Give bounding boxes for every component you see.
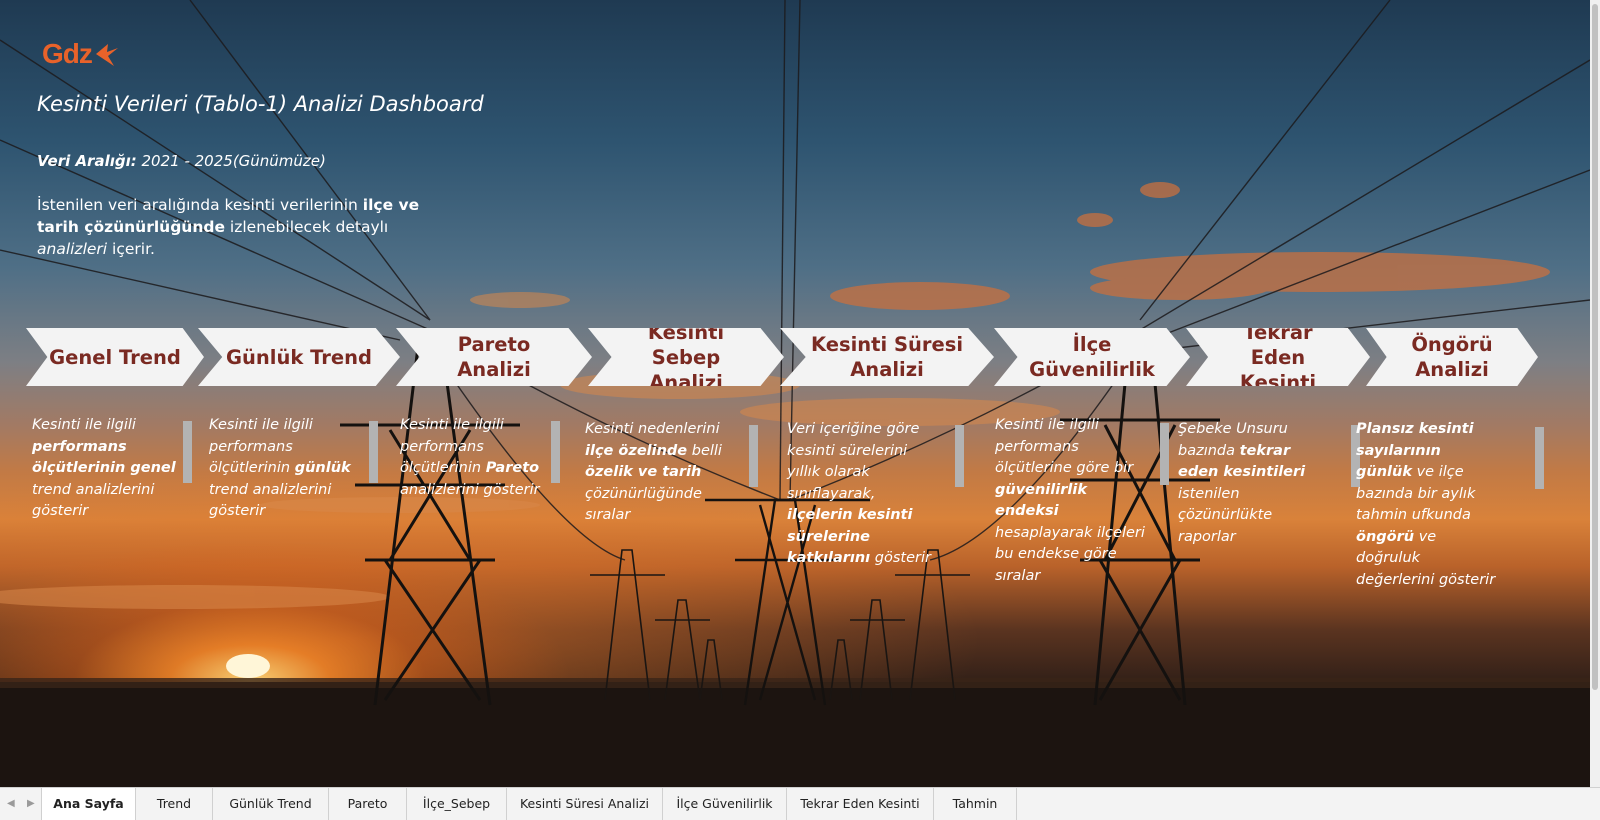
nav-label: Günlük Trend — [226, 345, 372, 369]
card-divider — [551, 421, 560, 483]
card-text: hesaplayarak ilçeleri bu endekse göre sı… — [995, 524, 1145, 584]
vertical-scrollbar[interactable] — [1590, 0, 1600, 787]
card-ongoru-analizi: Plansız kesinti sayılarının günlük ve il… — [1356, 419, 1501, 591]
card-divider — [369, 421, 378, 483]
card-text: ve ilçe bazında bir aylık tahmin ufkunda — [1356, 464, 1476, 523]
tab-ana-sayfa[interactable]: Ana Sayfa — [41, 788, 136, 820]
data-range: Veri Aralığı: 2021 - 2025(Günümüze) — [37, 152, 437, 170]
card-text: Kesinti nedenlerini — [585, 421, 720, 437]
card-text: belli — [687, 442, 722, 459]
nav-pareto-button[interactable]: Pareto Analizi — [396, 328, 592, 386]
desc-part: izlenebilecek detaylı — [224, 218, 389, 236]
data-range-value: 2021 - 2025(Günümüze) — [136, 152, 326, 170]
tab-gunluk-trend[interactable]: Günlük Trend — [213, 788, 329, 820]
card-text: analizlerini gösterir — [400, 481, 540, 498]
card-text-bold: Plansız kesinti sayılarının günlük — [1356, 421, 1474, 480]
card-text: gösterir — [870, 550, 931, 566]
card-text-bold: güvenilirlik endeksi — [995, 481, 1087, 520]
card-kesinti-sebep: Kesinti nedenlerini ilçe özelinde belli … — [585, 419, 735, 527]
tab-kesinti-suresi-analizi[interactable]: Kesinti Süresi Analizi — [507, 788, 663, 820]
card-text: çözünürlüğünde sıralar — [585, 485, 702, 524]
desc-italic: analizleri — [37, 240, 108, 258]
card-genel-trend: Kesinti ile ilgili performans ölçütlerin… — [32, 415, 182, 523]
card-text-bold: öngörü — [1356, 528, 1415, 545]
page-title: Kesinti Verileri (Tablo-1) Analizi Dashb… — [37, 92, 484, 116]
sunset-power-lines-background — [0, 0, 1590, 787]
card-text-bold: günlük — [294, 460, 351, 476]
sheet-tab-bar: ◀ ▶ Ana Sayfa Trend Günlük Trend Pareto … — [0, 787, 1600, 820]
nav-kesinti-sebep-button[interactable]: Kesinti Sebep Analizi — [588, 328, 784, 386]
nav-label: Tekrar Eden Kesinti — [1239, 320, 1317, 394]
tab-pareto[interactable]: Pareto — [329, 788, 407, 820]
card-kesinti-suresi: Veri içeriğine göre kesinti sürelerini y… — [787, 419, 937, 570]
nav-tekrar-eden-kesinti-button[interactable]: Tekrar Eden Kesinti — [1186, 328, 1370, 386]
card-pareto: Kesinti ile ilgili performans ölçütlerin… — [400, 415, 550, 501]
logo-mark-icon — [96, 44, 118, 66]
nav-label: Kesinti Sebep Analizi — [647, 320, 725, 394]
card-text: Kesinti ile ilgili performans ölçütlerin… — [209, 417, 313, 476]
card-text-bold: özelik ve tarih — [585, 464, 702, 480]
nav-ongoru-analizi-button[interactable]: Öngörü Analizi — [1366, 328, 1538, 386]
nav-label: İlçe Güvenilirlik — [1029, 333, 1155, 381]
tab-scroll-right-icon[interactable]: ▶ — [27, 798, 35, 809]
card-text-bold: performans ölçütlerinin genel — [32, 438, 176, 477]
card-text-bold: ilçelerin kesinti sürelerine katkılarını — [787, 507, 913, 566]
tab-ilce-guvenilirlik[interactable]: İlçe Güvenilirlik — [663, 788, 787, 820]
card-text: Şebeke Unsuru bazında — [1178, 421, 1288, 459]
scrollbar-thumb[interactable] — [1592, 4, 1598, 690]
card-text-bold: Pareto — [485, 460, 540, 476]
card-text: Veri içeriğine göre kesinti sürelerini y… — [787, 421, 920, 502]
card-text: istenilen çözünürlükte raporlar — [1178, 485, 1273, 545]
card-text: ve doğruluk değerlerini gösterir — [1356, 528, 1496, 588]
desc-part: içerir. — [107, 240, 155, 258]
card-divider — [1160, 423, 1169, 485]
card-text: trend analizlerini gösterir — [209, 481, 332, 520]
card-text: trend analizlerini gösterir — [32, 481, 155, 520]
data-range-label: Veri Aralığı: — [37, 152, 137, 170]
card-divider — [1351, 425, 1360, 487]
card-ilce-guvenilirlik: Kesinti ile ilgili performans ölçütlerin… — [995, 415, 1145, 587]
card-divider — [749, 425, 758, 487]
nav-label: Öngörü Analizi — [1411, 333, 1493, 381]
logo-text: Gdz — [42, 38, 93, 69]
tab-tekrar-eden-kesinti[interactable]: Tekrar Eden Kesinti — [787, 788, 934, 820]
nav-label: Genel Trend — [49, 345, 181, 369]
nav-kesinti-suresi-button[interactable]: Kesinti Süresi Analizi — [780, 328, 994, 386]
card-text: Kesinti ile ilgili performans ölçütlerin… — [995, 417, 1134, 476]
card-text-bold: tekrar eden kesintileri — [1178, 442, 1306, 481]
card-tekrar-eden-kesinti: Şebeke Unsuru bazında tekrar eden kesint… — [1178, 419, 1328, 548]
nav-gunluk-trend-button[interactable]: Günlük Trend — [198, 328, 400, 386]
card-divider — [183, 421, 192, 483]
tab-scroll-left-icon[interactable]: ◀ — [7, 798, 15, 809]
desc-bold: ilçe ve tarih çözünürlüğünde — [37, 196, 420, 236]
nav-label: Kesinti Süresi Analizi — [810, 333, 964, 381]
card-gunluk-trend: Kesinti ile ilgili performans ölçütlerin… — [209, 415, 369, 523]
card-text-bold: ilçe özelinde — [585, 442, 688, 459]
card-divider — [955, 425, 964, 487]
tab-ilce-sebep[interactable]: İlçe_Sebep — [407, 788, 507, 820]
card-divider — [1535, 427, 1544, 489]
card-text: Kesinti ile ilgili — [32, 417, 136, 433]
nav-label: Pareto Analizi — [457, 333, 531, 381]
nav-ilce-guvenilirlik-button[interactable]: İlçe Güvenilirlik — [994, 328, 1190, 386]
power-lines-illustration — [0, 0, 1590, 787]
dashboard-description: İstenilen veri aralığında kesinti verile… — [37, 194, 437, 260]
tab-trend[interactable]: Trend — [136, 788, 213, 820]
desc-part: İstenilen veri aralığında kesinti verile… — [37, 196, 363, 214]
nav-genel-trend-button[interactable]: Genel Trend — [26, 328, 204, 386]
tab-tahmin[interactable]: Tahmin — [934, 788, 1017, 820]
gdz-logo: Gdz — [42, 38, 122, 72]
card-text: Kesinti ile ilgili performans ölçütlerin… — [400, 417, 504, 476]
